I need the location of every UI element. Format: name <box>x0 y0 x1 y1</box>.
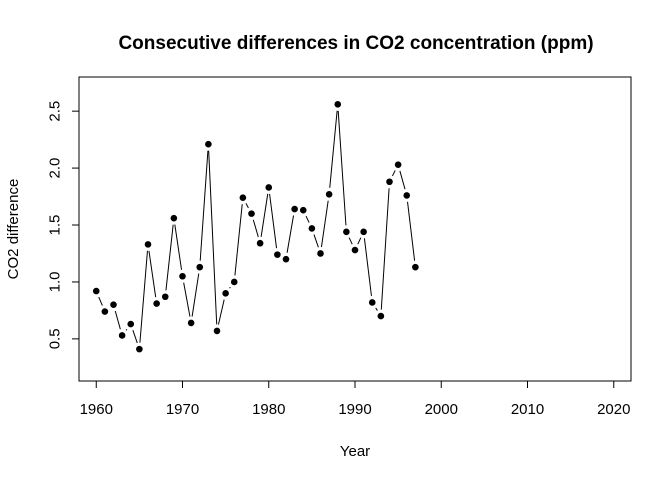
data-point <box>127 320 135 328</box>
series-segment <box>320 200 329 248</box>
data-point <box>187 319 195 327</box>
series-segment <box>174 224 183 270</box>
data-point <box>343 228 350 236</box>
x-tick-label: 1970 <box>166 401 199 418</box>
data-point <box>299 206 307 214</box>
data-point <box>179 272 186 280</box>
series-segment <box>183 282 191 317</box>
data-point <box>360 228 367 236</box>
series-segment <box>252 219 259 238</box>
data-point <box>144 241 152 248</box>
data-point <box>136 345 143 353</box>
series-segment <box>229 286 231 289</box>
data-point <box>213 327 221 335</box>
data-point <box>248 210 255 217</box>
series-segment <box>348 237 353 245</box>
plot-frame <box>78 76 632 382</box>
series-segment <box>407 201 416 261</box>
data-point <box>403 192 411 199</box>
data-point <box>394 161 402 168</box>
x-axis-label: Year <box>340 443 370 460</box>
series-segment <box>391 170 396 177</box>
x-tick-label: 2010 <box>511 401 544 418</box>
series-segment <box>208 150 218 325</box>
data-point <box>265 184 273 191</box>
y-tick-label: 0.5 <box>47 328 64 349</box>
data-point <box>351 246 359 254</box>
y-tick-label: 2.5 <box>47 101 64 122</box>
series-segment <box>260 193 269 237</box>
data-point <box>161 293 169 301</box>
x-tick-label: 1990 <box>338 401 371 418</box>
x-tick-label: 2020 <box>597 401 630 418</box>
data-point <box>334 101 342 108</box>
y-axis-label: CO2 difference <box>5 179 22 280</box>
series-segment <box>357 237 362 245</box>
data-point <box>170 214 178 222</box>
series-segment <box>375 307 378 311</box>
data-point <box>239 194 247 201</box>
data-point <box>282 255 290 263</box>
x-axis: 1960 1970 1980 1990 2000 2010 2020 <box>80 380 630 418</box>
data-point <box>101 308 109 315</box>
series-segment <box>269 193 278 249</box>
series-segment <box>286 215 295 253</box>
data-point <box>222 290 229 297</box>
data-point <box>230 278 238 286</box>
series-segment <box>337 110 347 226</box>
data-point <box>377 312 385 320</box>
series-segment <box>305 215 310 223</box>
data-point <box>256 239 264 247</box>
chart-title: Consecutive differences in CO2 concentra… <box>118 33 593 54</box>
data-point <box>325 190 333 198</box>
series-segment <box>234 204 243 276</box>
series-segment <box>363 238 372 297</box>
data-point <box>153 300 160 307</box>
series-segment <box>399 170 406 190</box>
series-segment <box>329 110 338 188</box>
series-layer <box>92 101 419 353</box>
series-segment <box>114 310 121 330</box>
data-point <box>118 332 126 339</box>
data-point <box>308 225 316 232</box>
series-segment <box>199 150 209 261</box>
data-point <box>368 299 376 306</box>
series-segment <box>98 296 103 306</box>
series-segment <box>125 328 128 331</box>
data-point <box>386 178 393 186</box>
series-segment <box>191 273 200 317</box>
series-segment <box>165 224 174 291</box>
x-tick-label: 1980 <box>252 401 285 418</box>
data-point <box>92 287 100 295</box>
x-tick-label: 1960 <box>80 401 113 418</box>
data-point <box>317 250 324 257</box>
y-tick-label: 1.5 <box>47 215 64 236</box>
data-point <box>205 140 212 148</box>
data-point <box>412 263 419 271</box>
y-axis: 0.5 1.0 1.5 2.0 2.5 <box>47 101 80 349</box>
series-segment <box>132 330 138 344</box>
y-tick-label: 2.0 <box>47 158 64 179</box>
data-point <box>291 205 298 213</box>
data-point <box>110 301 117 309</box>
series-segment <box>245 203 249 209</box>
y-tick-label: 1.0 <box>47 272 64 293</box>
series-segment <box>217 299 225 325</box>
series-segment <box>380 188 390 310</box>
series-segment <box>313 234 319 248</box>
series-segment <box>139 250 148 343</box>
data-point <box>196 263 204 271</box>
data-point <box>274 251 281 258</box>
x-tick-label: 2000 <box>425 401 458 418</box>
series-segment <box>148 250 157 298</box>
